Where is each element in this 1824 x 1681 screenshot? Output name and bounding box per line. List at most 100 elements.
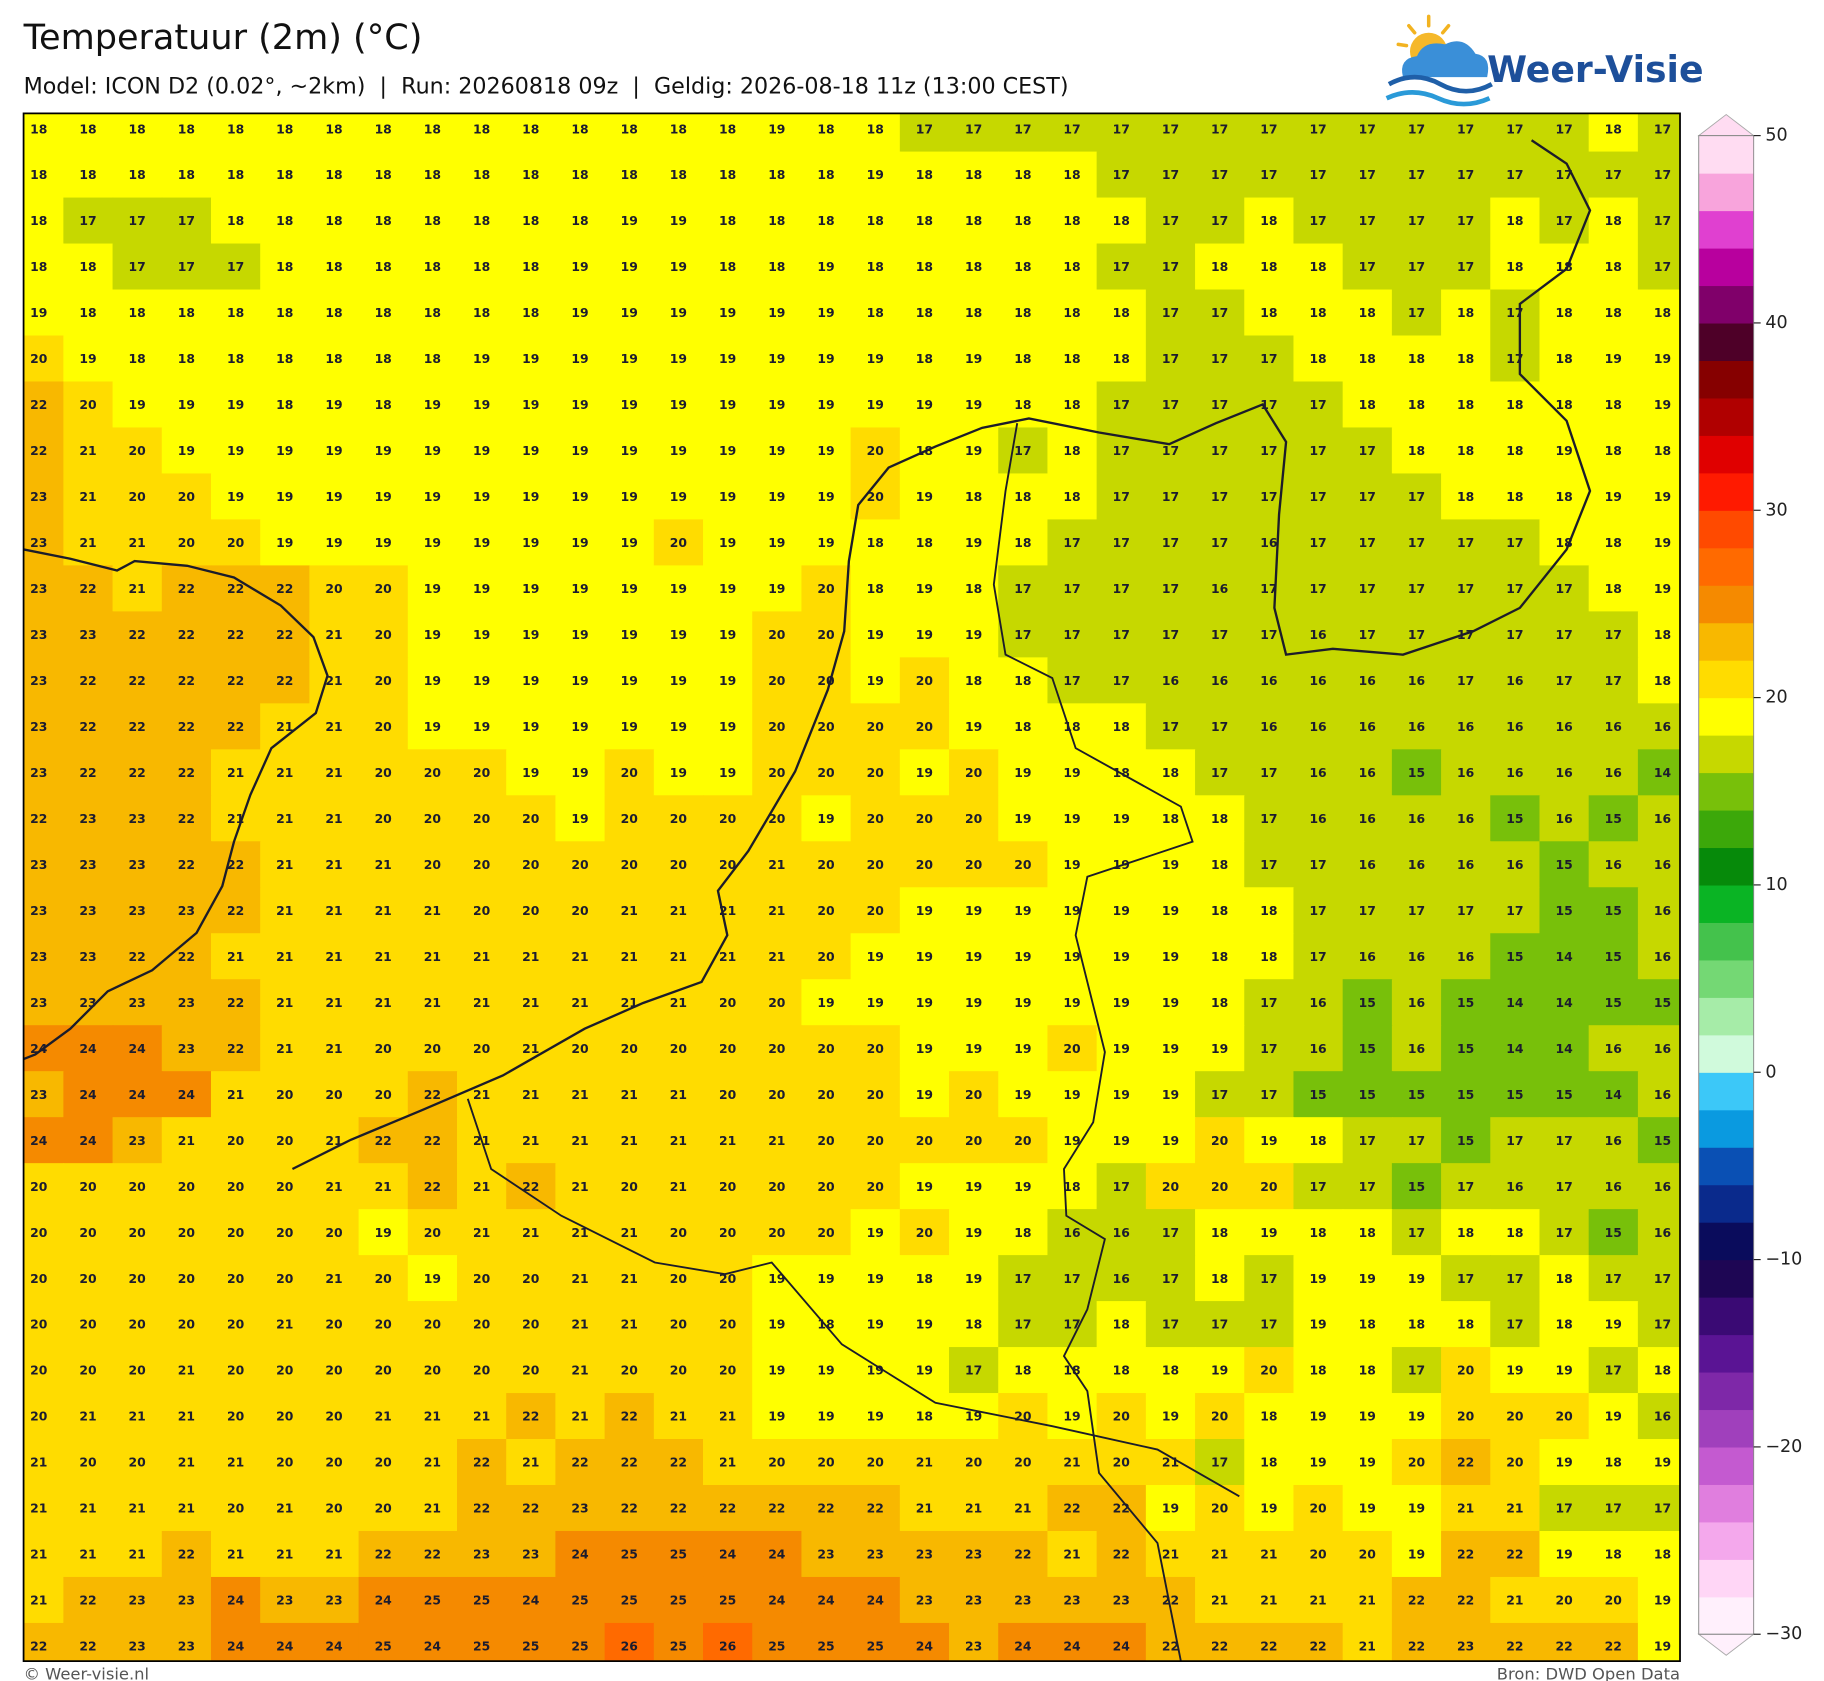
temperature-cell [1588, 1071, 1639, 1118]
temperature-cell [604, 1439, 655, 1486]
temperature-cell [703, 1301, 753, 1348]
temperature-label: 19 [768, 1409, 785, 1424]
temperature-label: 23 [30, 1087, 47, 1102]
temperature-cell [407, 335, 458, 383]
temperature-cell [210, 1439, 261, 1486]
temperature-label: 18 [1014, 535, 1031, 550]
temperature-label: 20 [178, 1225, 196, 1240]
temperature-cell [1490, 473, 1541, 521]
temperature-label: 19 [1605, 351, 1622, 366]
temperature-label: 18 [227, 305, 244, 320]
temperature-label: 19 [817, 1271, 834, 1286]
temperature-label: 19 [670, 627, 687, 642]
temperature-cell [210, 1117, 261, 1164]
temperature-label: 16 [1654, 811, 1671, 826]
temperature-label: 16 [1605, 1133, 1622, 1148]
temperature-label: 18 [1309, 259, 1326, 274]
temperature-cell [1588, 979, 1639, 1026]
temperature-label: 22 [424, 1547, 441, 1562]
temperature-label: 25 [817, 1639, 834, 1654]
temperature-label: 19 [424, 443, 441, 458]
temperature-cell [949, 795, 999, 842]
temperature-label: 19 [325, 535, 342, 550]
temperature-cell [358, 1025, 409, 1072]
temperature-cell [998, 1255, 1049, 1302]
temperature-cell [752, 473, 803, 521]
temperature-label: 18 [1113, 1317, 1130, 1332]
temperature-cell [1441, 1255, 1491, 1302]
temperature-cell [703, 335, 753, 383]
temperature-cell [1539, 1163, 1590, 1210]
temperature-label: 21 [621, 1133, 638, 1148]
temperature-label: 19 [1359, 1455, 1376, 1470]
temperature-cell [1293, 1163, 1344, 1210]
temperature-label: 16 [1605, 1179, 1622, 1194]
temperature-label: 20 [965, 811, 983, 826]
temperature-cell [112, 887, 163, 934]
temperature-cell [112, 1530, 163, 1578]
temperature-label: 19 [325, 397, 342, 412]
temperature-cell [1047, 565, 1098, 613]
temperature-cell [850, 289, 901, 337]
colorbar-segment [1698, 435, 1754, 474]
temperature-label: 21 [571, 1179, 588, 1194]
temperature-label: 18 [522, 259, 539, 274]
temperature-label: 18 [473, 167, 490, 182]
temperature-label: 19 [473, 489, 490, 504]
temperature-cell [1490, 1393, 1541, 1440]
temperature-label: 20 [817, 581, 835, 596]
temperature-cell [555, 1255, 606, 1302]
temperature-label: 21 [276, 719, 293, 734]
temperature-label: 18 [276, 351, 293, 366]
temperature-label: 18 [1014, 351, 1031, 366]
temperature-label: 23 [965, 1547, 982, 1562]
temperature-cell [407, 519, 458, 567]
temperature-label: 17 [1506, 351, 1523, 366]
temperature-cell [112, 1439, 163, 1486]
temperature-cell [1637, 1393, 1681, 1440]
temperature-cell [1047, 289, 1098, 337]
temperature-label: 20 [276, 1363, 294, 1378]
temperature-label: 17 [1457, 581, 1474, 596]
temperature-label: 19 [178, 443, 195, 458]
temperature-cell [358, 519, 409, 567]
temperature-label: 19 [621, 259, 638, 274]
temperature-label: 16 [1113, 1225, 1130, 1240]
temperature-cell [1441, 1117, 1491, 1164]
temperature-label: 22 [129, 949, 146, 964]
temperature-cell [949, 113, 999, 153]
temperature-label: 17 [1408, 903, 1425, 918]
temperature-cell [112, 1393, 163, 1440]
temperature-label: 18 [1359, 1317, 1376, 1332]
temperature-cell [899, 473, 950, 521]
temperature-cell [23, 1393, 65, 1440]
temperature-cell [801, 1025, 852, 1072]
temperature-label: 20 [1113, 1409, 1131, 1424]
temperature-label: 23 [473, 1547, 490, 1562]
temperature-label: 21 [375, 1409, 392, 1424]
temperature-label: 18 [473, 213, 490, 228]
temperature-label: 19 [817, 397, 834, 412]
temperature-cell [1293, 1530, 1344, 1578]
temperature-cell [309, 1209, 360, 1256]
temperature-cell [456, 979, 507, 1026]
temperature-label: 21 [276, 1501, 293, 1516]
temperature-label: 17 [79, 213, 96, 228]
temperature-label: 20 [375, 1363, 393, 1378]
temperature-cell [407, 1347, 458, 1394]
temperature-cell [1490, 1576, 1541, 1624]
temperature-label: 18 [1211, 259, 1228, 274]
temperature-label: 19 [867, 1271, 884, 1286]
temperature-label: 21 [473, 1225, 490, 1240]
temperature-cell [506, 565, 557, 613]
temperature-cell [407, 1622, 458, 1662]
temperature-label: 17 [1408, 1363, 1425, 1378]
temperature-cell [1539, 1393, 1590, 1440]
temperature-label: 21 [325, 903, 342, 918]
temperature-cell [1342, 1485, 1393, 1532]
temperature-cell [1096, 1255, 1147, 1302]
temperature-cell [1441, 1393, 1491, 1440]
temperature-cell [1637, 749, 1681, 797]
temperature-cell [1637, 1439, 1681, 1486]
colorbar-segment [1698, 1334, 1754, 1373]
